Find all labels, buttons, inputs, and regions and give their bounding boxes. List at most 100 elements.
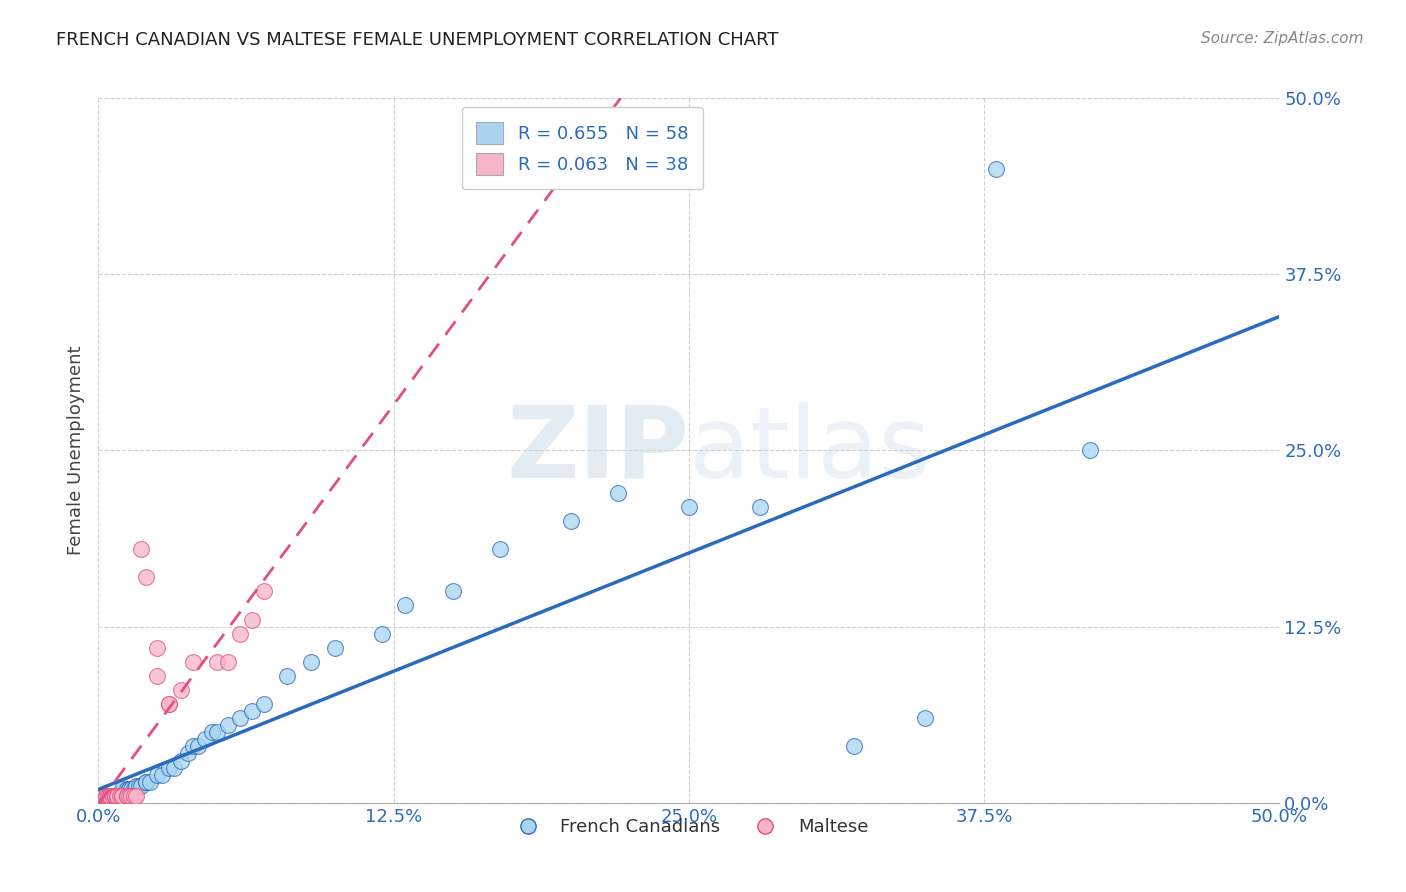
- Point: [91, 789, 114, 803]
- Point: [844, 739, 866, 754]
- Point: [101, 789, 124, 803]
- Point: [146, 669, 169, 683]
- Point: [229, 626, 252, 640]
- Point: [94, 789, 117, 803]
- Point: [108, 789, 131, 803]
- Legend: French Canadians, Maltese: French Canadians, Maltese: [502, 811, 876, 843]
- Point: [105, 789, 128, 803]
- Point: [170, 683, 193, 698]
- Point: [441, 584, 464, 599]
- Point: [125, 779, 148, 793]
- Point: [253, 697, 276, 711]
- Point: [108, 789, 131, 803]
- Point: [489, 542, 512, 557]
- Point: [135, 774, 157, 789]
- Point: [98, 789, 121, 803]
- Point: [276, 669, 298, 683]
- Point: [115, 781, 138, 796]
- Point: [98, 789, 121, 803]
- Point: [157, 697, 180, 711]
- Point: [678, 500, 700, 514]
- Point: [194, 732, 217, 747]
- Point: [97, 789, 120, 803]
- Point: [98, 789, 121, 803]
- Point: [146, 767, 169, 781]
- Point: [157, 760, 180, 774]
- Point: [101, 789, 124, 803]
- Point: [90, 789, 112, 803]
- Point: [150, 767, 173, 781]
- Point: [122, 789, 145, 803]
- Point: [240, 704, 263, 718]
- Point: [135, 570, 157, 584]
- Point: [104, 789, 127, 803]
- Point: [371, 626, 394, 640]
- Point: [205, 725, 228, 739]
- Text: ZIP: ZIP: [506, 402, 689, 499]
- Point: [139, 774, 162, 789]
- Point: [240, 613, 263, 627]
- Point: [118, 781, 141, 796]
- Point: [121, 789, 143, 803]
- Point: [94, 789, 117, 803]
- Point: [97, 789, 120, 803]
- Point: [101, 789, 124, 803]
- Point: [111, 789, 134, 803]
- Text: Source: ZipAtlas.com: Source: ZipAtlas.com: [1201, 31, 1364, 46]
- Point: [98, 789, 121, 803]
- Point: [125, 789, 148, 803]
- Point: [170, 754, 193, 768]
- Point: [108, 789, 131, 803]
- Point: [101, 789, 124, 803]
- Point: [181, 739, 204, 754]
- Text: atlas: atlas: [689, 402, 931, 499]
- Point: [217, 655, 239, 669]
- Point: [94, 789, 117, 803]
- Point: [122, 781, 145, 796]
- Point: [253, 584, 276, 599]
- Point: [607, 485, 630, 500]
- Point: [115, 789, 138, 803]
- Point: [128, 779, 150, 793]
- Point: [111, 781, 134, 796]
- Point: [163, 760, 186, 774]
- Point: [748, 500, 770, 514]
- Point: [91, 789, 114, 803]
- Point: [914, 711, 936, 725]
- Point: [105, 789, 128, 803]
- Point: [1080, 443, 1102, 458]
- Point: [111, 784, 134, 798]
- Point: [201, 725, 224, 739]
- Point: [111, 789, 134, 803]
- Point: [121, 781, 143, 796]
- Point: [115, 789, 138, 803]
- Point: [560, 514, 582, 528]
- Point: [394, 599, 416, 613]
- Point: [187, 739, 209, 754]
- Point: [229, 711, 252, 725]
- Text: FRENCH CANADIAN VS MALTESE FEMALE UNEMPLOYMENT CORRELATION CHART: FRENCH CANADIAN VS MALTESE FEMALE UNEMPL…: [56, 31, 779, 49]
- Point: [98, 789, 121, 803]
- Point: [104, 789, 127, 803]
- Y-axis label: Female Unemployment: Female Unemployment: [66, 346, 84, 555]
- Point: [177, 747, 200, 761]
- Point: [104, 789, 127, 803]
- Point: [217, 718, 239, 732]
- Point: [135, 774, 157, 789]
- Point: [181, 655, 204, 669]
- Point: [118, 789, 141, 803]
- Point: [129, 779, 152, 793]
- Point: [104, 789, 127, 803]
- Point: [205, 655, 228, 669]
- Point: [146, 640, 169, 655]
- Point: [984, 161, 1007, 176]
- Point: [118, 781, 141, 796]
- Point: [323, 640, 346, 655]
- Point: [157, 697, 180, 711]
- Point: [129, 542, 152, 557]
- Point: [299, 655, 322, 669]
- Point: [111, 789, 134, 803]
- Point: [97, 789, 120, 803]
- Point: [105, 789, 128, 803]
- Point: [105, 789, 128, 803]
